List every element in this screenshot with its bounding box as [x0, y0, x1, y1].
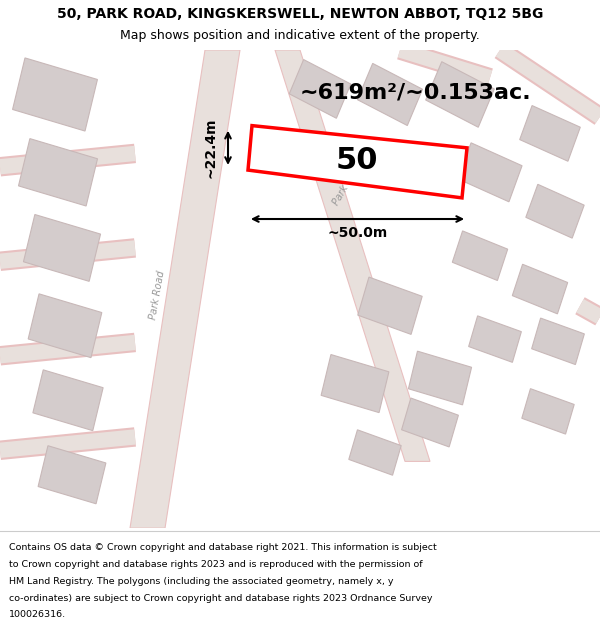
Text: Park Road: Park Road: [148, 269, 166, 320]
Text: 100026316.: 100026316.: [9, 611, 66, 619]
Polygon shape: [452, 231, 508, 281]
Polygon shape: [512, 264, 568, 314]
Polygon shape: [409, 351, 472, 405]
Polygon shape: [520, 106, 580, 161]
Text: Map shows position and indicative extent of the property.: Map shows position and indicative extent…: [120, 29, 480, 42]
Polygon shape: [469, 316, 521, 362]
Polygon shape: [458, 143, 522, 202]
Polygon shape: [33, 370, 103, 431]
Text: co-ordinates) are subject to Crown copyright and database rights 2023 Ordnance S: co-ordinates) are subject to Crown copyr…: [9, 594, 433, 602]
Polygon shape: [321, 354, 389, 412]
Polygon shape: [13, 58, 97, 131]
Text: ~22.4m: ~22.4m: [203, 118, 217, 178]
Polygon shape: [358, 277, 422, 334]
Polygon shape: [19, 139, 98, 206]
Polygon shape: [38, 446, 106, 504]
Polygon shape: [275, 50, 430, 461]
Text: HM Land Registry. The polygons (including the associated geometry, namely x, y: HM Land Registry. The polygons (includin…: [9, 576, 394, 586]
Polygon shape: [532, 318, 584, 364]
Polygon shape: [130, 50, 240, 528]
Polygon shape: [425, 62, 494, 127]
Polygon shape: [349, 430, 401, 475]
Polygon shape: [23, 214, 101, 281]
Polygon shape: [401, 398, 458, 447]
Text: Contains OS data © Crown copyright and database right 2021. This information is : Contains OS data © Crown copyright and d…: [9, 542, 437, 552]
Text: to Crown copyright and database rights 2023 and is reproduced with the permissio: to Crown copyright and database rights 2…: [9, 559, 422, 569]
Polygon shape: [289, 59, 351, 118]
Polygon shape: [526, 184, 584, 238]
Polygon shape: [358, 63, 422, 126]
Polygon shape: [28, 294, 102, 358]
Text: 50, PARK ROAD, KINGSKERSWELL, NEWTON ABBOT, TQ12 5BG: 50, PARK ROAD, KINGSKERSWELL, NEWTON ABB…: [57, 7, 543, 21]
Polygon shape: [248, 126, 467, 198]
Text: ~619m²/~0.153ac.: ~619m²/~0.153ac.: [299, 82, 531, 102]
Text: Park Road: Park Road: [331, 159, 365, 208]
Text: ~50.0m: ~50.0m: [328, 226, 388, 241]
Polygon shape: [522, 389, 574, 434]
Text: 50: 50: [336, 146, 379, 175]
